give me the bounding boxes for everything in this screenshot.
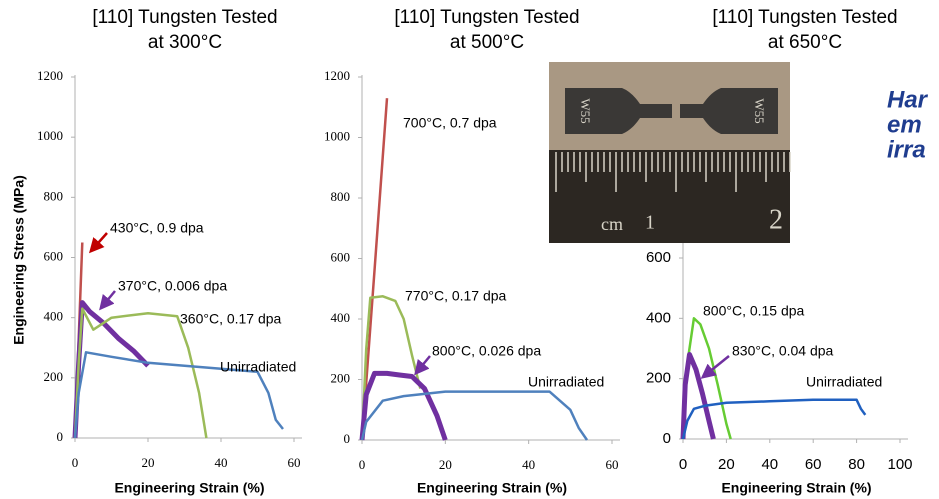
x-tick-label: 0 bbox=[679, 456, 687, 473]
x-tick-label: 0 bbox=[359, 457, 366, 472]
series-label: 360°C, 0.17 dpa bbox=[180, 311, 282, 327]
y-tick-label: 600 bbox=[646, 249, 671, 266]
y-tick-label: 1000 bbox=[37, 128, 63, 143]
x-axis-title: Engineering Strain (%) bbox=[417, 480, 567, 496]
y-tick-label: 200 bbox=[646, 370, 671, 387]
x-tick-label: 20 bbox=[439, 457, 452, 472]
x-tick-label: 60 bbox=[606, 457, 619, 472]
chart-title: [110] Tungsten Tested bbox=[92, 7, 277, 28]
series-line bbox=[360, 98, 389, 441]
x-tick-label: 40 bbox=[761, 456, 778, 473]
series-line bbox=[359, 370, 448, 441]
series-line bbox=[360, 295, 422, 441]
series-label: Unirradiated bbox=[806, 374, 882, 390]
series-line bbox=[360, 390, 589, 441]
chart-title: [110] Tungsten Tested bbox=[394, 7, 579, 28]
ruler-label: cm bbox=[601, 214, 623, 234]
series-label: 830°C, 0.04 dpa bbox=[732, 343, 834, 359]
chart-title: [110] Tungsten Tested bbox=[712, 7, 897, 28]
y-tick-label: 800 bbox=[331, 189, 351, 204]
chart: [110] Tungsten Tested at 650°C 0 200 400 600 0… bbox=[646, 7, 913, 496]
series-line bbox=[680, 352, 716, 440]
x-tick-label: 20 bbox=[142, 455, 155, 470]
y-tick-label: 400 bbox=[646, 309, 671, 326]
specimen-label: W55 bbox=[752, 98, 767, 123]
series-label: 700°C, 0.7 dpa bbox=[403, 115, 497, 131]
photo: W55 W55 cm 1 2 bbox=[549, 62, 791, 243]
y-tick-label: 200 bbox=[331, 370, 351, 385]
side-text: em bbox=[887, 111, 922, 138]
x-tick-label: 40 bbox=[522, 457, 535, 472]
x-tick-label: 60 bbox=[288, 455, 301, 470]
series-line bbox=[73, 307, 208, 439]
y-tick-label: 400 bbox=[331, 310, 351, 325]
x-tick-label: 0 bbox=[72, 455, 79, 470]
y-tick-label: 600 bbox=[331, 249, 351, 264]
arrow bbox=[700, 355, 730, 379]
x-tick-label: 20 bbox=[718, 456, 735, 473]
y-tick-label: 0 bbox=[344, 431, 351, 446]
arrow bbox=[414, 355, 431, 376]
series-line bbox=[681, 398, 867, 440]
x-axis-title: Engineering Strain (%) bbox=[721, 480, 871, 496]
x-axis-title: Engineering Strain (%) bbox=[114, 480, 264, 496]
y-tick-label: 1200 bbox=[324, 68, 350, 83]
chart-title: at 500°C bbox=[450, 32, 524, 53]
x-tick-label: 100 bbox=[887, 456, 912, 473]
y-tick-label: 800 bbox=[44, 188, 64, 203]
y-tick-label: 0 bbox=[57, 429, 64, 444]
specimen bbox=[565, 88, 672, 134]
chart-title: at 300°C bbox=[148, 32, 222, 53]
series-label: 800°C, 0.15 dpa bbox=[703, 303, 805, 319]
y-tick-label: 0 bbox=[663, 430, 671, 447]
series-label: 370°C, 0.006 dpa bbox=[118, 278, 227, 294]
x-tick-label: 40 bbox=[215, 455, 228, 470]
series-label: Unirradiated bbox=[528, 374, 604, 390]
x-tick-label: 60 bbox=[805, 456, 822, 473]
series-label: 430°C, 0.9 dpa bbox=[110, 220, 204, 236]
side-text: Har bbox=[887, 86, 929, 113]
series-line bbox=[73, 351, 284, 439]
series-line bbox=[72, 300, 150, 439]
series-label: 800°C, 0.026 dpa bbox=[432, 343, 541, 359]
y-axis-title: Engineering Stress (MPa) bbox=[11, 175, 27, 345]
y-tick-label: 400 bbox=[44, 309, 64, 324]
arrow bbox=[99, 290, 116, 311]
series-label: Unirradiated bbox=[220, 359, 296, 375]
series-label: 770°C, 0.17 dpa bbox=[405, 288, 507, 304]
ruler-ticks bbox=[555, 152, 791, 192]
y-tick-label: 600 bbox=[44, 248, 64, 263]
y-tick-label: 200 bbox=[44, 369, 64, 384]
arrow bbox=[89, 232, 108, 254]
y-tick-label: 1000 bbox=[324, 128, 350, 143]
specimen-label: W55 bbox=[578, 98, 593, 123]
specimen bbox=[680, 88, 778, 134]
ruler-label: 2 bbox=[769, 204, 783, 235]
chart-title: at 650°C bbox=[768, 32, 842, 53]
x-tick-label: 80 bbox=[848, 456, 865, 473]
side-text: irra bbox=[887, 136, 926, 163]
ruler-label: 1 bbox=[645, 212, 655, 234]
y-tick-label: 1200 bbox=[37, 68, 63, 83]
